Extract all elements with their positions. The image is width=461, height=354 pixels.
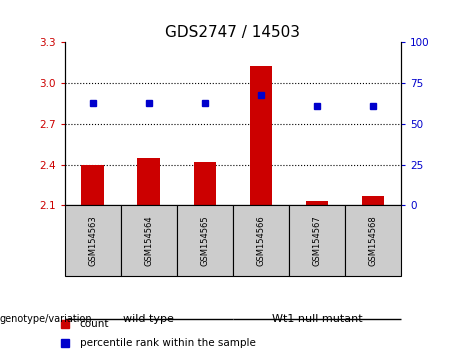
Text: GSM154564: GSM154564: [144, 215, 153, 266]
Text: count: count: [80, 319, 109, 329]
Bar: [65, 205, 121, 276]
Bar: [82, 165, 104, 205]
Text: GSM154567: GSM154567: [313, 215, 321, 266]
Bar: [250, 65, 272, 205]
Text: genotype/variation: genotype/variation: [0, 314, 93, 324]
Text: GSM154563: GSM154563: [88, 215, 97, 266]
Text: GSM154565: GSM154565: [200, 215, 209, 266]
Title: GDS2747 / 14503: GDS2747 / 14503: [165, 25, 300, 40]
Text: GSM154566: GSM154566: [256, 215, 266, 266]
Bar: [345, 205, 401, 276]
Bar: [289, 205, 345, 276]
Bar: [194, 162, 216, 205]
Bar: [362, 196, 384, 205]
Bar: [137, 158, 160, 205]
Bar: [233, 205, 289, 276]
Bar: [306, 201, 328, 205]
Text: wild type: wild type: [123, 314, 174, 324]
Text: Wt1 null mutant: Wt1 null mutant: [272, 314, 362, 324]
Bar: [121, 205, 177, 276]
Text: GSM154568: GSM154568: [368, 215, 378, 266]
Bar: [177, 205, 233, 276]
Text: percentile rank within the sample: percentile rank within the sample: [80, 338, 255, 348]
